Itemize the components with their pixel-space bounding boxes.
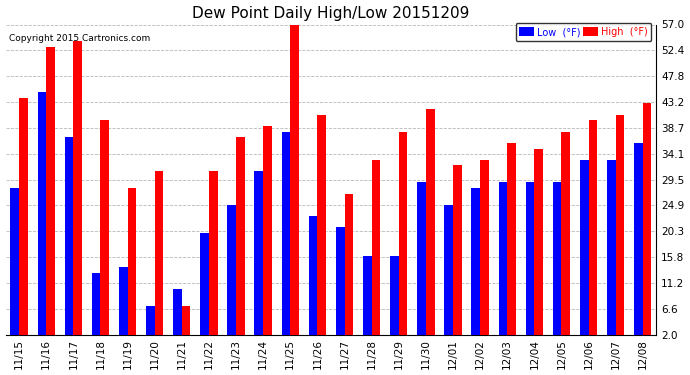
Bar — [308, 216, 317, 334]
Title: Dew Point Daily High/Low 20151209: Dew Point Daily High/Low 20151209 — [193, 6, 470, 21]
Text: Copyright 2015 Cartronics.com: Copyright 2015 Cartronics.com — [9, 34, 150, 43]
Bar — [181, 306, 190, 334]
Bar — [534, 148, 543, 334]
Bar — [10, 188, 19, 334]
Bar — [562, 132, 570, 334]
Bar — [417, 182, 426, 334]
Bar — [73, 41, 82, 334]
Bar — [282, 132, 290, 334]
Bar — [65, 137, 73, 334]
Bar — [607, 160, 615, 334]
Bar — [46, 47, 55, 334]
Bar — [200, 233, 209, 334]
Bar — [615, 115, 624, 334]
Bar — [37, 92, 46, 334]
Bar — [553, 182, 562, 334]
Bar — [471, 188, 480, 334]
Bar — [290, 24, 299, 334]
Legend: Low  (°F), High  (°F): Low (°F), High (°F) — [515, 23, 651, 41]
Bar — [336, 228, 344, 334]
Bar — [480, 160, 489, 334]
Bar — [580, 160, 589, 334]
Bar — [317, 115, 326, 334]
Bar — [255, 171, 263, 334]
Bar — [444, 205, 453, 334]
Bar — [155, 171, 164, 334]
Bar — [128, 188, 136, 334]
Bar — [344, 194, 353, 334]
Bar — [453, 165, 462, 334]
Bar — [263, 126, 272, 335]
Bar — [146, 306, 155, 334]
Bar — [390, 256, 399, 334]
Bar — [119, 267, 128, 334]
Bar — [236, 137, 245, 334]
Bar — [372, 160, 380, 334]
Bar — [101, 120, 109, 334]
Bar — [426, 109, 435, 334]
Bar — [19, 98, 28, 334]
Bar — [173, 290, 181, 334]
Bar — [399, 132, 407, 334]
Bar — [92, 273, 101, 334]
Bar — [228, 205, 236, 334]
Bar — [498, 182, 507, 334]
Bar — [507, 143, 516, 334]
Bar — [589, 120, 598, 334]
Bar — [526, 182, 534, 334]
Bar — [363, 256, 372, 334]
Bar — [643, 104, 651, 334]
Bar — [209, 171, 217, 334]
Bar — [634, 143, 643, 334]
